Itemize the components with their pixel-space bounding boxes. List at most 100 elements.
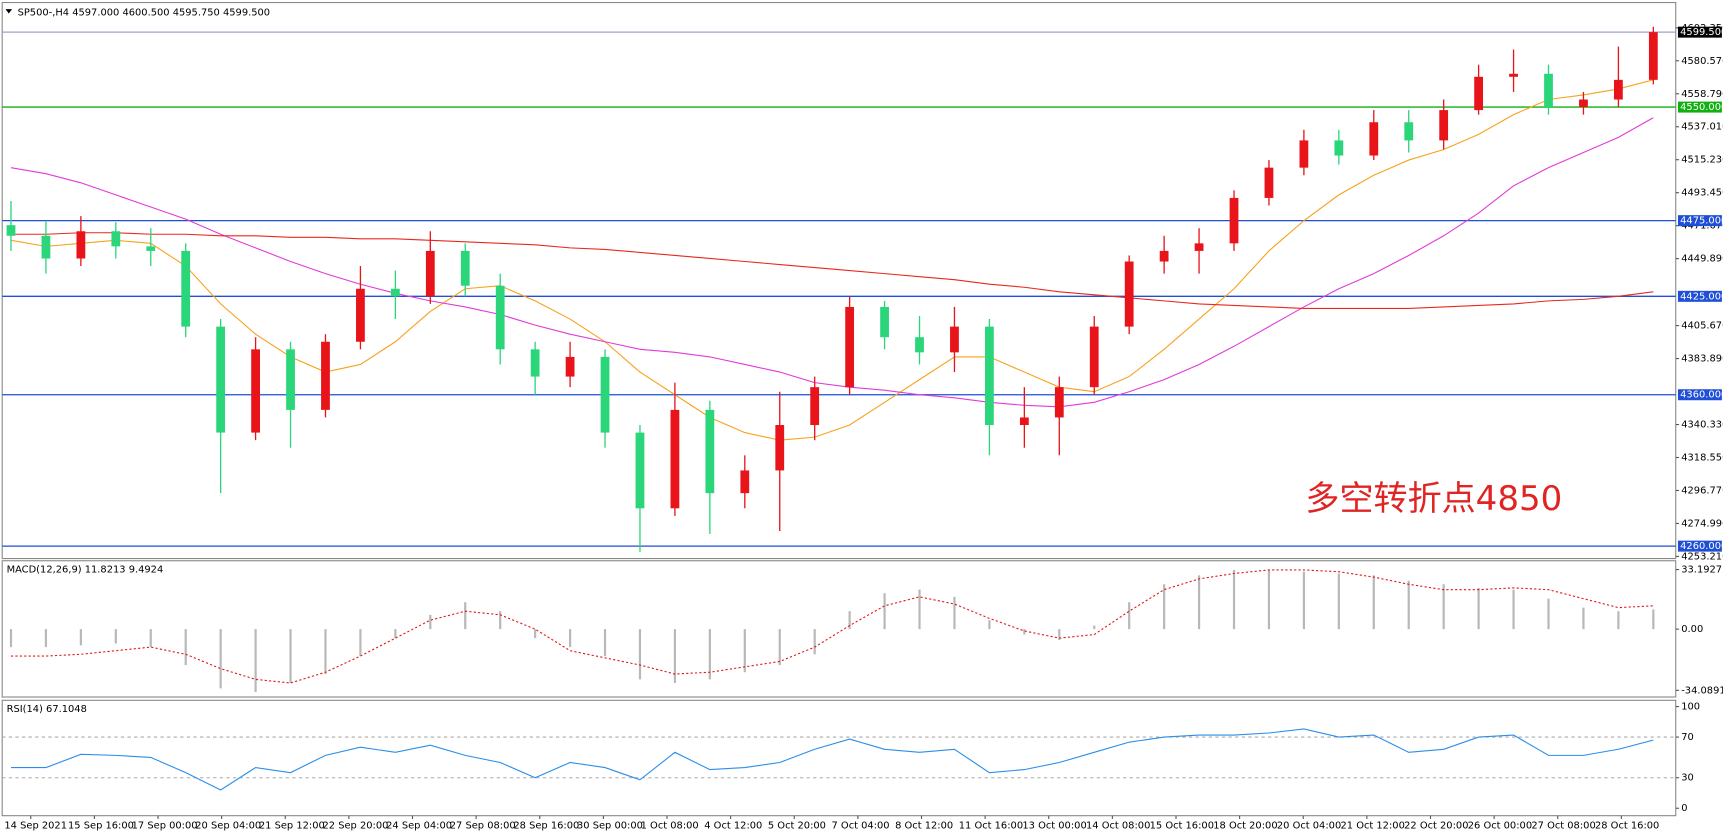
candle-body (775, 425, 785, 471)
candle-body (286, 349, 295, 410)
y-tick-label: 100 (1681, 702, 1700, 713)
macd-bar (184, 629, 187, 666)
macd-bar (673, 629, 677, 683)
y-tick-label: 4340.330 (1681, 420, 1723, 431)
candle-body (1334, 140, 1344, 156)
macd-bar (953, 596, 956, 630)
x-tick-label: 8 Oct 12:00 (895, 821, 953, 832)
y-tick-label: 4493.450 (1681, 188, 1723, 199)
level-label: 4425.000 (1680, 291, 1723, 302)
macd-bar (743, 629, 746, 673)
candle-body (845, 306, 855, 388)
x-tick-label: 1 Oct 08:00 (641, 821, 699, 832)
macd-bar (1512, 589, 1515, 630)
level-label-bg (1677, 389, 1722, 401)
candle-body (600, 356, 610, 433)
x-tick-label: 17 Sep 00:00 (132, 821, 198, 832)
level-label: 4550.000 (1680, 102, 1723, 113)
x-tick-label: 4 Oct 12:00 (704, 821, 762, 832)
level-label-bg (1677, 215, 1722, 227)
level-label: 4260.000 (1680, 541, 1723, 552)
x-tick-label: 14 Oct 08:00 (1086, 821, 1150, 832)
level-label: 4475.000 (1680, 216, 1723, 227)
candle-body (635, 432, 645, 509)
candle-body (1369, 122, 1379, 156)
macd-bar (1547, 598, 1550, 630)
x-tick-label: 18 Oct 20:00 (1213, 821, 1277, 832)
price-title: SP500-,H4 4597.000 4600.500 4595.750 459… (18, 7, 271, 18)
x-tick-label: 27 Oct 08:00 (1531, 821, 1595, 832)
annotation: 多空转折点4850 (1305, 479, 1562, 519)
macd-bar (568, 629, 572, 648)
macd-bar (9, 629, 13, 648)
y-tick-label: 4383.890 (1681, 354, 1723, 365)
x-tick-label: 21 Sep 12:00 (259, 821, 325, 832)
x-tick-label: 14 Sep 2021 (4, 821, 67, 832)
macd-bar (1128, 602, 1131, 630)
macd-bar (1407, 580, 1410, 630)
level-label: 4360.000 (1680, 390, 1723, 401)
macd-bar (1617, 611, 1620, 630)
candle-body (76, 231, 86, 259)
level-label-bg (1677, 290, 1722, 302)
candle-body (915, 337, 924, 353)
candle-body (1054, 387, 1064, 418)
candle-body (6, 225, 16, 236)
candle-body (390, 288, 400, 297)
macd-bar (1197, 575, 1201, 630)
macd-bar (603, 629, 607, 657)
y-tick-label: 4471.670 (1681, 221, 1723, 232)
macd-bar (44, 629, 48, 648)
macd-bar (1442, 584, 1445, 630)
y-tick-label: -34.0891 (1681, 685, 1723, 696)
x-tick-label: 28 Oct 16:00 (1595, 821, 1659, 832)
x-tick-label: 22 Sep 20:00 (323, 821, 389, 832)
macd-bar (1582, 607, 1585, 630)
x-tick-label: 21 Oct 12:00 (1340, 821, 1404, 832)
candle-body (356, 288, 365, 342)
candle-body (1159, 250, 1169, 262)
candle-body (705, 409, 715, 494)
y-tick-label: 30 (1681, 773, 1694, 784)
level-label-bg (1677, 26, 1722, 38)
macd-bar (1302, 571, 1305, 630)
candle-body (880, 306, 889, 338)
candle-body (1194, 243, 1204, 251)
x-tick-label: 30 Sep 00:00 (577, 821, 643, 832)
macd-bar (918, 589, 921, 630)
candle-body (216, 326, 226, 433)
candle-body (1124, 261, 1134, 327)
macd-bar (848, 611, 851, 630)
level-label-bg (1677, 101, 1722, 113)
candle-body (181, 250, 191, 327)
macd-bar (394, 629, 397, 639)
rsi-title: RSI(14) 67.1048 (7, 704, 87, 715)
x-tick-label: 28 Sep 16:00 (513, 821, 579, 832)
candle-body (1648, 32, 1658, 80)
y-tick-label: 70 (1681, 732, 1694, 743)
macd-bar (1093, 625, 1096, 630)
macd-bar (1372, 575, 1375, 630)
candle-body (251, 349, 260, 433)
candle-body (1579, 99, 1588, 108)
candle-body (1089, 326, 1099, 388)
y-tick-label: 4405.670 (1681, 321, 1723, 332)
moving-average (10, 117, 1654, 408)
macd-bar (988, 620, 991, 630)
candle-body (1613, 79, 1623, 100)
macd-bar (79, 629, 82, 646)
candle-body (565, 356, 575, 377)
moving-average (10, 232, 1654, 309)
y-tick-label: 4537.010 (1681, 122, 1723, 133)
x-tick-label: 27 Sep 08:00 (450, 821, 516, 832)
macd-bar (1337, 573, 1340, 630)
x-tick-label: 20 Oct 04:00 (1277, 821, 1341, 832)
y-tick-label: 0.00 (1681, 624, 1703, 635)
rsi-panel (1, 699, 1677, 817)
macd-bar (778, 629, 781, 666)
candle-body (1474, 76, 1484, 111)
macd-bar (1652, 609, 1655, 630)
candle-body (950, 326, 959, 353)
macd-bar (114, 629, 117, 644)
